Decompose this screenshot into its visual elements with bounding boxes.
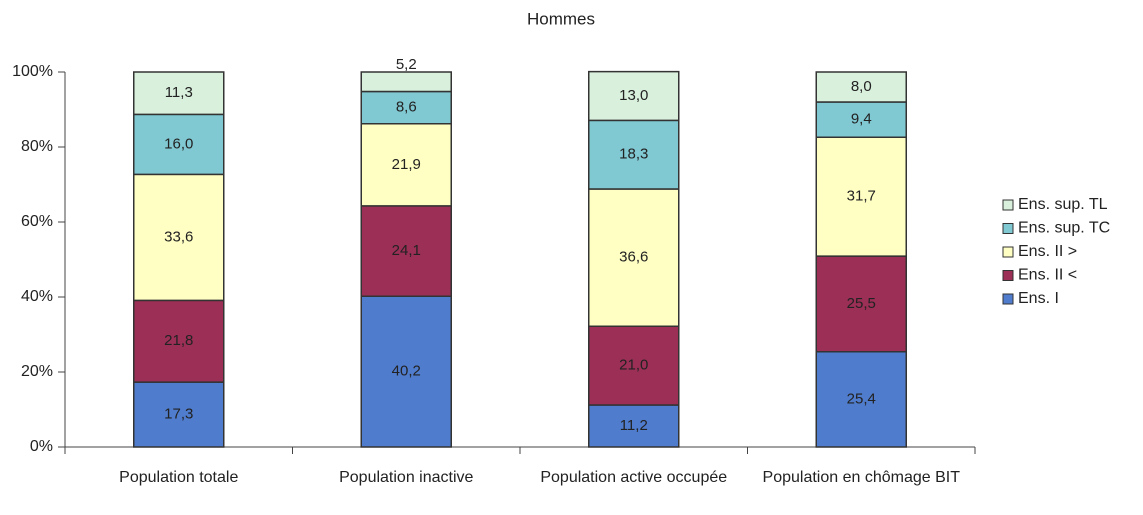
data-label: 24,1	[392, 242, 421, 259]
y-tick-label: 60%	[21, 213, 53, 230]
data-label: 25,4	[847, 390, 876, 407]
data-label: 36,6	[619, 249, 648, 266]
legend-label: Ens. sup. TL	[1018, 196, 1108, 213]
data-label: 25,5	[847, 295, 876, 312]
legend-swatch	[1002, 246, 1014, 258]
data-label: 8,6	[396, 99, 417, 116]
y-tick-label: 80%	[21, 138, 53, 155]
bar-segment	[360, 90, 452, 125]
data-label: 13,0	[619, 87, 648, 104]
legend-swatch	[1002, 223, 1014, 234]
legend-label: Ens. II <	[1018, 267, 1077, 284]
legend-label: Ens. I	[1018, 290, 1059, 307]
bar-segment	[133, 299, 225, 383]
data-label: 33,6	[164, 228, 193, 245]
data-label: 21,8	[164, 332, 193, 349]
data-label: 5,2	[396, 56, 417, 73]
legend-label: Ens. II >	[1018, 243, 1077, 260]
legend-swatch	[1002, 293, 1014, 305]
x-tick-label: Population inactive	[339, 469, 474, 486]
chart-title: Hommes	[527, 9, 595, 28]
x-tick-label: Population active occupée	[540, 469, 728, 486]
data-label: 11,2	[620, 417, 648, 434]
data-label: 40,2	[392, 363, 421, 380]
bar-segment	[815, 71, 907, 103]
bar-segment	[133, 173, 225, 302]
bar-segment	[815, 136, 907, 257]
bar-segment	[588, 70, 680, 122]
bar-segment	[360, 295, 452, 448]
bar-segment	[133, 381, 225, 448]
bar-segment	[133, 113, 225, 176]
bar-segment	[815, 351, 907, 448]
bar-segment	[360, 71, 452, 93]
x-tick-label: Population totale	[119, 469, 239, 486]
y-tick-label: 40%	[21, 288, 53, 305]
data-label: 11,3	[165, 84, 193, 101]
data-label: 17,3	[164, 406, 193, 423]
data-label: 16,0	[164, 135, 193, 152]
bar-segment	[588, 119, 680, 190]
bar-segment	[588, 188, 680, 327]
data-label: 8,0	[851, 78, 872, 95]
y-tick-label: 100%	[12, 63, 53, 80]
data-label: 31,7	[847, 188, 876, 205]
data-label: 9,4	[851, 111, 872, 128]
legend-label: Ens. sup. TC	[1018, 220, 1110, 237]
legend-swatch	[1002, 199, 1014, 211]
bar-segment	[588, 404, 680, 448]
bar-segment	[815, 255, 907, 353]
bar-segment	[360, 123, 452, 207]
bar-segment	[133, 71, 225, 116]
y-tick-label: 0%	[30, 438, 53, 455]
legend-swatch	[1002, 270, 1014, 281]
data-label: 21,9	[392, 156, 421, 173]
x-tick-label: Population en chômage BIT	[762, 469, 960, 486]
bar-segment	[360, 205, 452, 297]
y-tick-label: 20%	[21, 363, 53, 380]
data-label: 21,0	[619, 357, 648, 374]
data-label: 18,3	[619, 146, 648, 163]
